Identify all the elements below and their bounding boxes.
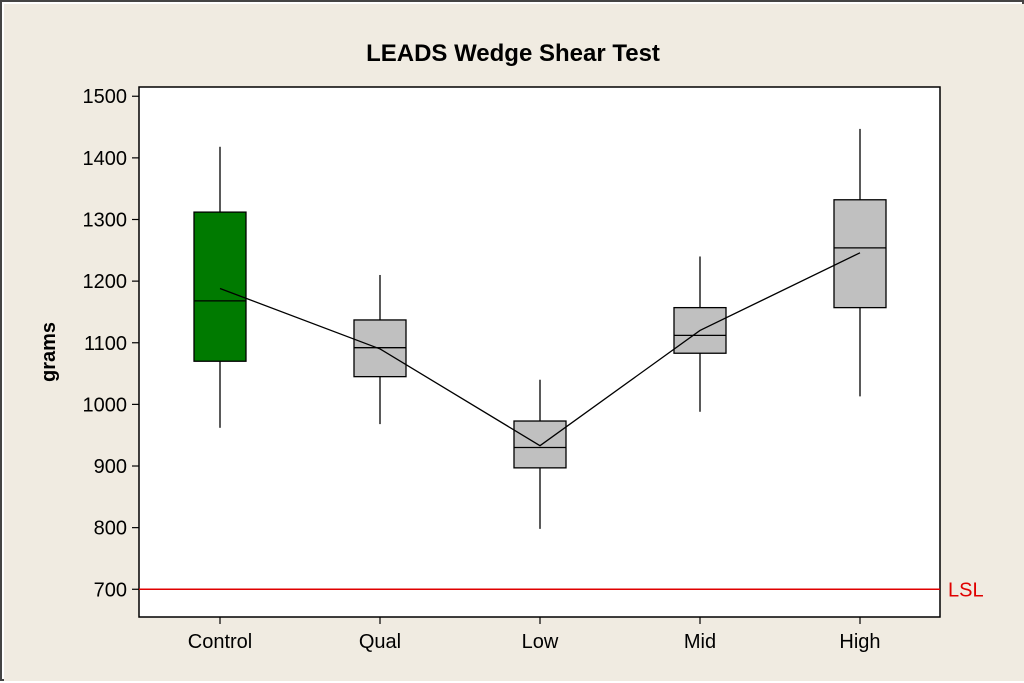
box-control (193, 211, 247, 362)
y-tick-label: 1500 (83, 86, 128, 108)
y-tick-label: 1000 (83, 394, 128, 416)
marks-layer: 700 800 900 1000 1100 1200 1300 1400 1500 Control… (83, 86, 984, 653)
x-tick-label: Mid (684, 631, 716, 653)
y-axis-label: grams (38, 322, 60, 382)
x-tick-label: High (839, 631, 880, 653)
y-tick-label: 1300 (83, 210, 128, 232)
box-low (513, 420, 567, 469)
x-tick-label: Low (522, 631, 559, 653)
x-tick-label: Control (188, 631, 252, 653)
y-tick-label: 1400 (83, 148, 128, 170)
y-tick-label: 1100 (84, 333, 127, 355)
chart-title: LEADS Wedge Shear Test (366, 40, 660, 67)
lsl-label: LSL (948, 579, 984, 601)
y-tick-label: 800 (94, 518, 127, 540)
plot-area (138, 86, 941, 618)
y-tick-label: 1200 (83, 271, 128, 293)
mean-connect-line (219, 252, 861, 447)
x-tick-label: Qual (359, 631, 401, 653)
y-tick-label: 900 (94, 456, 127, 478)
y-tick-label: 700 (94, 579, 127, 601)
box-high (833, 199, 887, 309)
